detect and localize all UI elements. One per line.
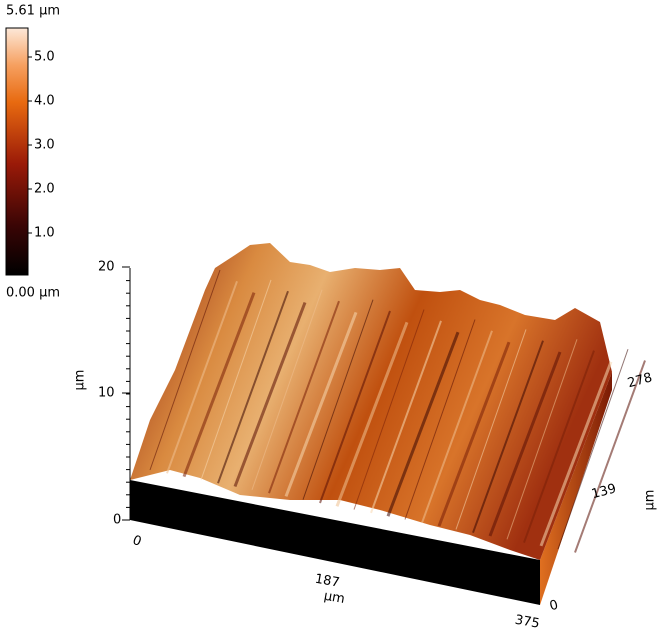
ridge (319, 310, 391, 504)
colorbar-tick-label: 1.0 (34, 226, 55, 241)
z-tick-label: 10 (98, 386, 115, 401)
ridge (437, 341, 511, 527)
ridge (217, 290, 289, 484)
ridge (182, 292, 256, 478)
z-tick-labels: 20 10 0 (98, 260, 130, 528)
ridge (149, 269, 221, 471)
ridge (523, 350, 595, 543)
colorbar-ticks: 5.0 4.0 3.0 2.0 1.0 (28, 50, 55, 241)
colorbar-max: 5.61 μm (6, 4, 60, 19)
x-axis-label: μm (323, 589, 346, 607)
ridge (557, 349, 629, 550)
ridge (233, 301, 307, 488)
x-tick-label: 0 (130, 533, 143, 550)
colorbar-min: 0.00 μm (6, 286, 60, 301)
side-face (540, 372, 612, 605)
y-tick-label: 278 (626, 370, 654, 391)
ridge (404, 319, 476, 520)
y-tick-label: 0 (548, 598, 560, 615)
y-tick-label: 139 (590, 481, 618, 502)
y-axis-label: μm (643, 490, 658, 511)
ridge (386, 331, 460, 517)
ridge (251, 289, 323, 490)
ridge (200, 279, 272, 481)
x-tick-label: 375 (514, 613, 541, 632)
z-axis-label: μm (73, 370, 88, 391)
ridge (166, 280, 238, 474)
ridge (488, 351, 562, 537)
ridge (539, 361, 613, 547)
colorbar-tick-label: 3.0 (34, 138, 55, 153)
front-face (130, 480, 540, 605)
ridge (421, 330, 493, 524)
x-tick-label: 187 (314, 572, 341, 591)
ridge (302, 299, 374, 500)
ridge (284, 311, 358, 497)
colorbar (5, 27, 29, 276)
z-tick-label: 20 (98, 260, 115, 275)
surface-ridges (149, 269, 646, 553)
ridge (574, 360, 646, 553)
ridge (370, 320, 442, 514)
colorbar-tick-label: 2.0 (34, 182, 55, 197)
z-minor-ticks (126, 280, 130, 508)
ridge (268, 300, 340, 494)
colorbar-tick-label: 5.0 (34, 50, 55, 65)
ridge (335, 321, 409, 507)
ridge (472, 340, 544, 534)
z-tick-label: 0 (113, 513, 121, 528)
ridge (455, 329, 527, 530)
ridge (506, 339, 578, 540)
ridge (353, 309, 425, 510)
colorbar-tick-label: 4.0 (34, 94, 55, 109)
